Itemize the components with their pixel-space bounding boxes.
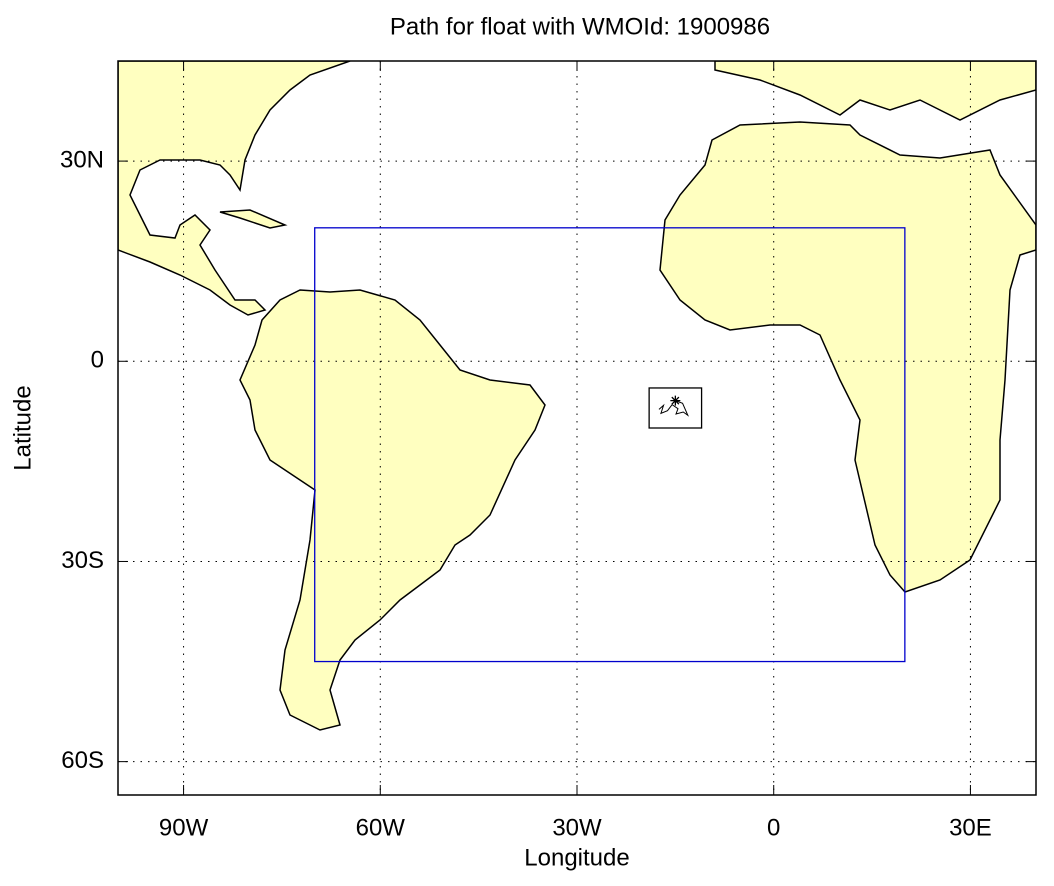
americas-north (118, 61, 351, 316)
plot-area (118, 61, 1036, 795)
x-tick-label: 30W (552, 814, 602, 841)
region-box (648, 387, 703, 429)
africa (659, 121, 1036, 593)
chart-title: Path for float with WMOId: 1900986 (390, 13, 770, 40)
y-tick-label: 60S (61, 747, 104, 774)
cuba (219, 209, 288, 229)
float-track (658, 400, 690, 417)
south-america (239, 289, 546, 731)
y-tick-label: 30N (60, 146, 104, 173)
x-tick-label: 0 (767, 814, 780, 841)
x-tick-label: 60W (356, 814, 406, 841)
land (118, 61, 1036, 731)
y-tick-label: 30S (61, 547, 104, 574)
float-last-position (670, 395, 681, 406)
y-tick-label: 0 (91, 347, 104, 374)
x-axis-label: Longitude (524, 844, 629, 871)
region-box (314, 227, 906, 663)
x-tick-label: 30E (949, 814, 992, 841)
y-axis-label: Latitude (9, 385, 36, 470)
x-tick-label: 90W (159, 814, 209, 841)
europe (714, 61, 1036, 121)
